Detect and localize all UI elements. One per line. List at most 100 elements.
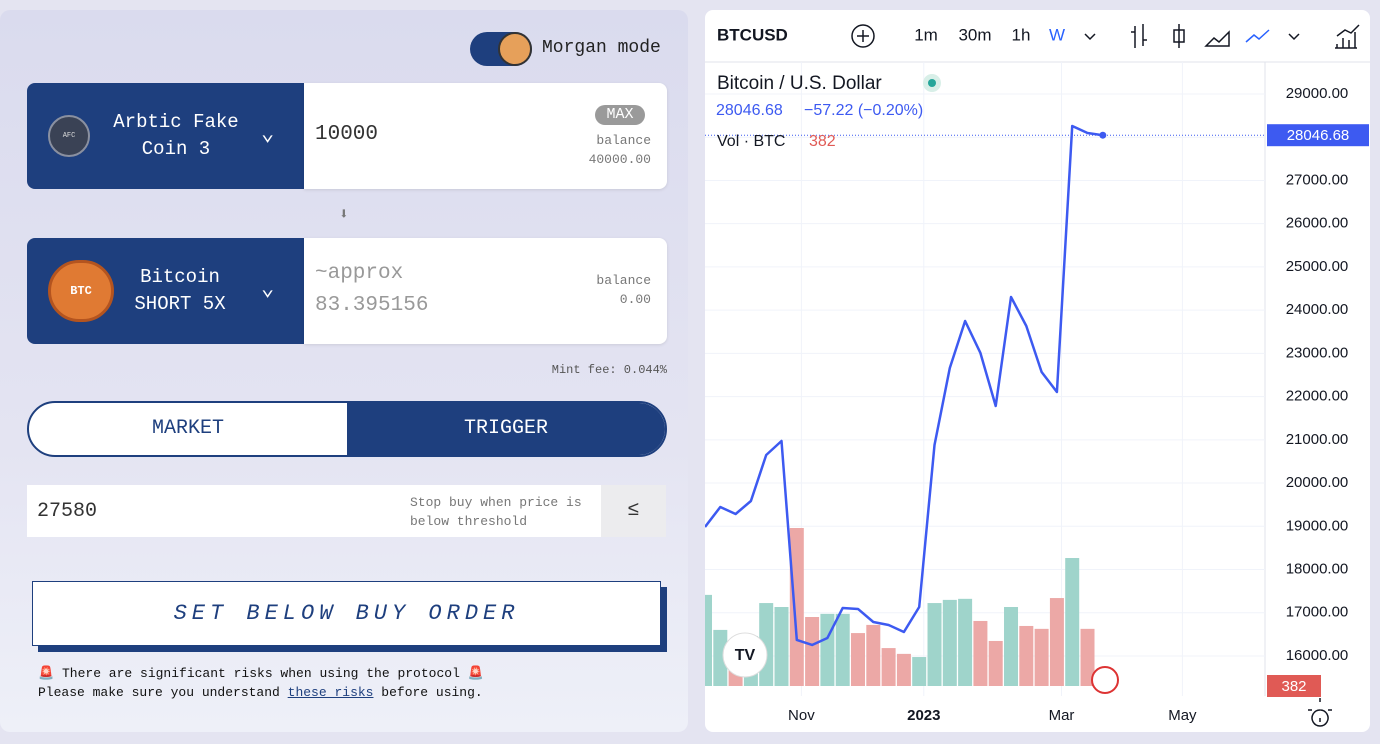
legend-volume: 382 [809,133,836,150]
y-tick-label: 19000.00 [1286,517,1349,534]
volume-bar [705,594,712,686]
x-tick-label: May [1168,707,1197,724]
tab-market[interactable]: MARKET [151,417,224,440]
from-token-select[interactable]: AFC Arbtic Fake Coin 3 ⌄ [27,83,304,189]
balance-value: 0.00 [619,292,651,307]
line-icon[interactable] [1245,29,1270,43]
balance-value: 40000.00 [588,152,651,167]
swap-panel: Morgan mode AFC Arbtic Fake Coin 3 ⌄ 100… [0,10,688,732]
interval-active[interactable]: W [1049,25,1065,44]
legend-title: Bitcoin / U.S. Dollar [717,73,882,94]
volume-bar [851,633,866,686]
y-tick-label: 23000.00 [1286,344,1349,361]
market-status-dot [928,79,936,87]
warning-text: before using. [381,685,483,700]
y-tick-label: 16000.00 [1286,647,1349,664]
y-tick-label: 17000.00 [1286,604,1349,621]
volume-bar [774,607,789,686]
flag-icon [1091,666,1119,694]
balance-label: balance [596,133,651,148]
balance-label: balance [596,273,651,288]
mint-fee: Mint fee: 0.044% [551,363,667,377]
x-tick-label: Nov [788,707,815,724]
to-token-select[interactable]: BTC Bitcoin SHORT 5X ⌄ [27,238,304,344]
volume-bar [896,653,911,686]
symbol[interactable]: BTCUSD [717,25,788,44]
volume-bar [1019,625,1034,686]
settings-icon[interactable] [1308,698,1332,727]
arrow-down: ⬇ [339,206,349,224]
indicators-icon[interactable] [1335,24,1360,49]
submit-button[interactable]: SET BELOW BUY ORDER [32,581,661,646]
volume-bar [973,620,988,686]
avatar [498,32,532,66]
mode-toggle[interactable] [470,32,532,66]
y-tick-label: 27000.00 [1286,171,1349,188]
token-icon: BTC [48,260,114,322]
price-line [705,124,1103,647]
dropdown-icon[interactable] [1288,33,1300,41]
approx-label: ~approx [315,262,404,285]
token-name: Bitcoin SHORT 5X [134,266,226,315]
trigger-input: 27580 Stop buy when price is below thres… [27,485,666,537]
warning-line: 🚨 There are significant risks when using… [38,666,484,681]
operator-button[interactable]: ≤ [601,485,666,537]
x-tick-label: Mar [1049,707,1075,724]
volume-bar [713,629,728,686]
volume-bar [805,617,820,686]
volume-label: 382 [1281,678,1306,695]
interval[interactable]: 30m [958,25,991,44]
volume-bar [1065,558,1080,686]
legend-volume-name: Vol · BTC [717,133,785,150]
amount-input[interactable]: 10000 [315,123,379,146]
token-name: Arbtic Fake Coin 3 [113,111,239,160]
risk-link[interactable]: these risks [287,685,374,700]
y-tick-label: 29000.00 [1286,85,1349,102]
tv-logo[interactable] [722,632,768,678]
plot-area: 16000.00 17000.00 18000.00 19000.00 20000.00… [705,62,1369,724]
trigger-hint: Stop buy when price is below threshold [410,495,582,529]
y-tick-label: 22000.00 [1286,388,1349,405]
warning-text: There are significant risks when using t… [62,666,460,681]
interval[interactable]: 1m [914,25,938,44]
tab-trigger[interactable]: TRIGGER [347,403,665,455]
dropdown-icon[interactable] [1084,33,1096,41]
bars-icon[interactable] [1131,24,1147,48]
volume-bar [866,624,881,686]
from-amount: 10000 MAX balance 40000.00 [304,83,667,189]
warning-line: Please make sure you understand these ri… [38,683,484,702]
y-tick-label: 26000.00 [1286,215,1349,232]
to-amount: ~approx 83.395156 balance 0.00 [304,238,667,344]
last-point [1099,131,1107,139]
token-icon: AFC [48,115,90,157]
volume-bar [1034,628,1049,686]
compare-button[interactable] [851,24,875,48]
volume-bar [1004,607,1019,686]
warning-text: Please make sure you understand [38,685,280,700]
chevron: ⌄ [261,277,275,302]
volume-bar [958,598,973,686]
volume-tag [1267,675,1321,697]
volume-bar [820,613,835,686]
y-tick-label: 18000.00 [1286,560,1349,577]
volume-bar [1049,598,1064,686]
y-tick-label: 20000.00 [1286,474,1349,491]
max-button[interactable]: MAX [595,105,645,125]
volume-bar [881,648,896,686]
tv-logo-mark: TV [735,647,756,664]
legend-change: −57.22 (−0.20%) [804,102,923,119]
approx-amount: 83.395156 [315,294,429,317]
last-price-label: 28046.68 [1287,127,1350,144]
y-tick-label: 21000.00 [1286,431,1349,448]
trigger-price[interactable]: 27580 [37,500,98,523]
volume-bar [988,640,1003,686]
last-price-tag [1267,124,1369,147]
y-tick-label: 25000.00 [1286,258,1349,275]
volume-bar [789,528,804,686]
candles-icon[interactable] [1173,24,1185,48]
interval[interactable]: 1h [1012,25,1031,44]
area-icon[interactable] [1204,30,1230,47]
volume-bar [1080,628,1095,686]
risk-warning: 🚨 There are significant risks when using… [38,664,484,702]
